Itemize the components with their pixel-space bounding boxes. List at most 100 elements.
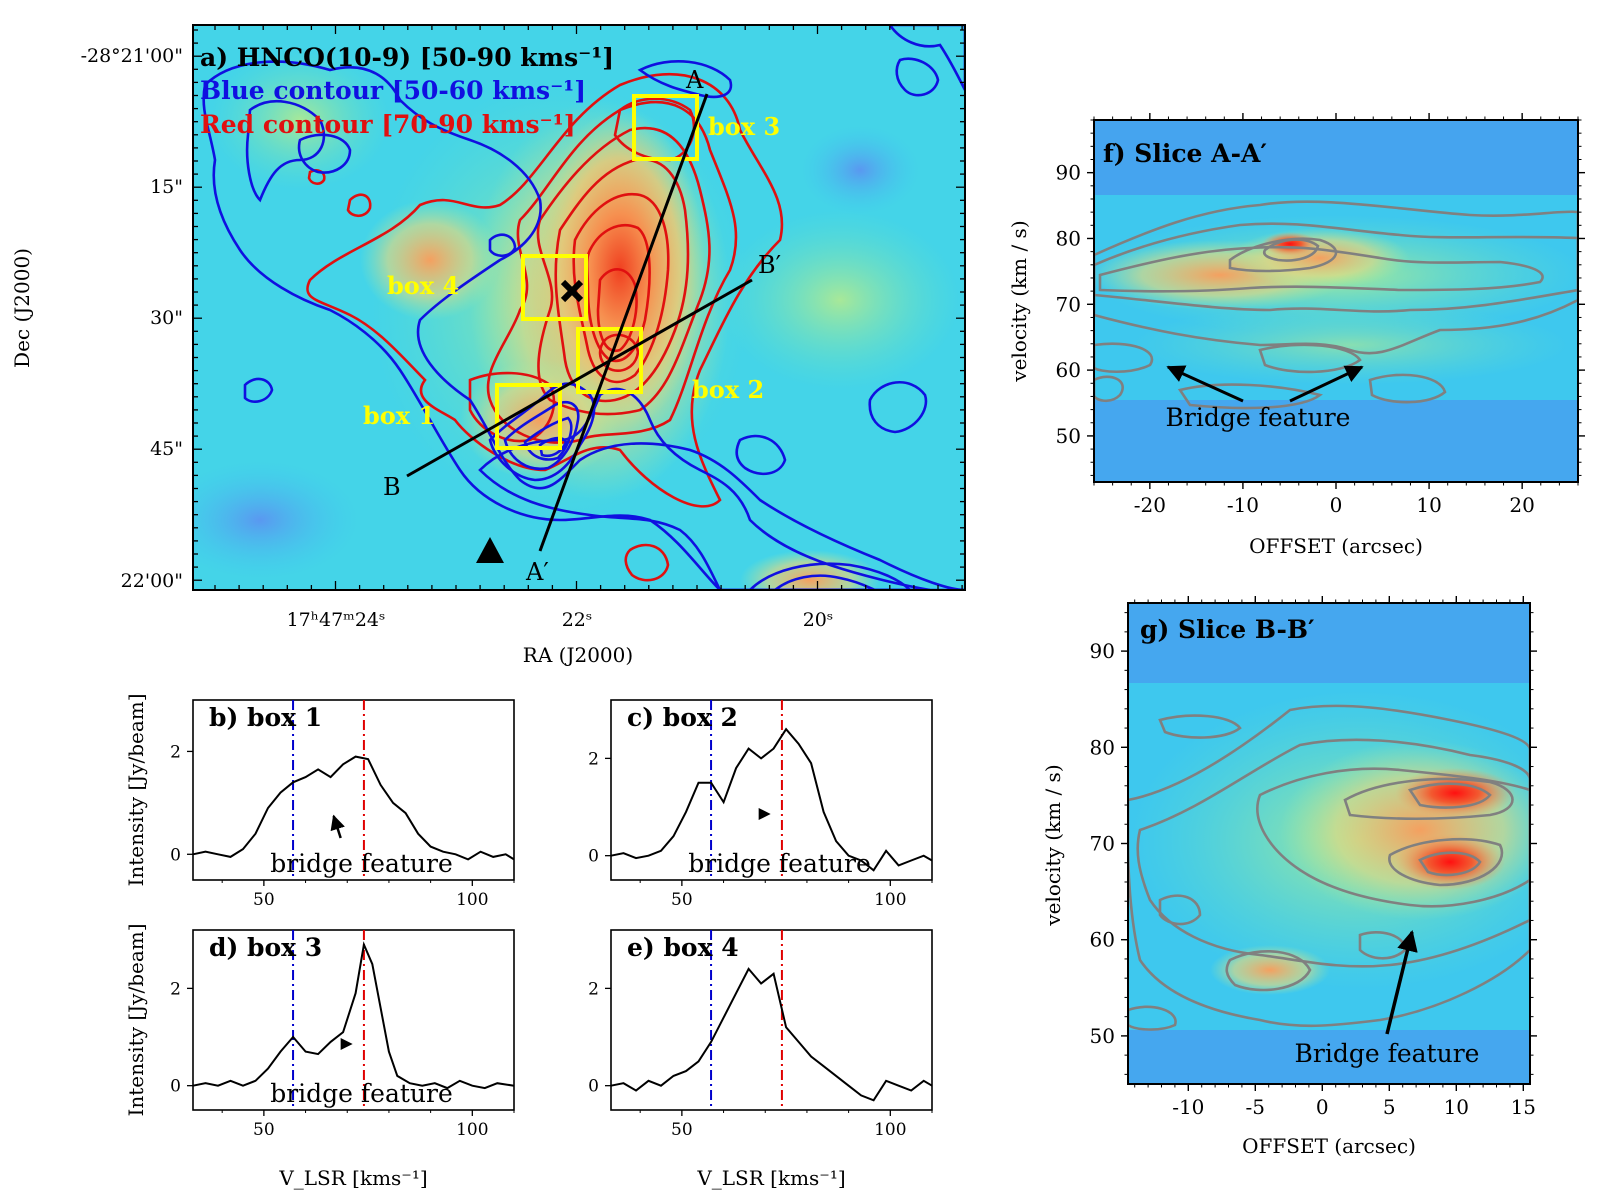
- slice-x-tick-label: -10: [1227, 493, 1259, 517]
- triangle-marker: [476, 537, 504, 563]
- slice-contour: [1177, 383, 1323, 410]
- spectrum-frame: [610, 699, 933, 881]
- slice-y-tick-label: 60: [1056, 358, 1081, 382]
- box-1-label: box 1: [363, 401, 435, 430]
- slice-g-title: g) Slice B-B′: [1140, 615, 1315, 644]
- map-ytick-label: 30": [150, 307, 183, 329]
- spectrum-title: e) box 4: [627, 933, 739, 962]
- slice-y-tick-label: 70: [1056, 292, 1081, 316]
- slice-b-start-label: B: [383, 473, 401, 501]
- spectrum-x-axis-label: V_LSR [kms⁻¹]: [278, 1166, 427, 1190]
- slice-x-tick-label: -5: [1246, 1095, 1265, 1119]
- spectrum-x-tick-label: 50: [671, 890, 693, 910]
- spectrum-y-tick-label: 2: [588, 979, 599, 999]
- slice-y-tick-label: 90: [1056, 161, 1081, 185]
- blue-contour: [488, 233, 517, 258]
- slice-x-tick-label: 20: [1509, 493, 1534, 517]
- spectrum-frame: [192, 699, 515, 881]
- map-ticks: [193, 25, 965, 590]
- slice-y-tick-label: 80: [1090, 735, 1115, 759]
- slice-f-y-axis-label: velocity (km / s): [1007, 220, 1031, 382]
- slice-contour: [1368, 373, 1447, 404]
- red-contour: [598, 333, 640, 372]
- slice-g-contours: [1128, 704, 1530, 1031]
- map-emission: [210, 50, 390, 190]
- spectrum-y-tick-label: 0: [588, 1077, 599, 1097]
- map-xtick-label: 20ˢ: [803, 609, 834, 631]
- panel-g-slice-bb: g) Slice B-B′ Bridge feature -10 -5 0 5 10 15…: [1041, 596, 1537, 1158]
- spectrum-panel: 50 100 0 2 e) box 4 V_LSR [kms⁻¹]: [588, 929, 933, 1190]
- box-4-label: box 4: [387, 271, 459, 300]
- blue-contour: [538, 436, 568, 458]
- slice-contour: [1094, 375, 1124, 403]
- slice-f-band: [1094, 120, 1578, 195]
- slice-contour: [1158, 894, 1202, 926]
- spectrum-line: [610, 967, 933, 1102]
- map-ytick-label: 15": [150, 176, 183, 198]
- slice-line-a: [538, 93, 709, 552]
- spectrum-frame: [192, 929, 515, 1111]
- map-emission: [360, 200, 500, 320]
- slice-g-band: [1128, 603, 1530, 683]
- slice-x-tick-label: 10: [1416, 493, 1441, 517]
- slice-g-band: [1128, 1030, 1530, 1084]
- slice-contour: [1225, 949, 1312, 992]
- slice-x-tick-label: 5: [1383, 1095, 1396, 1119]
- slice-a-start-label: A: [685, 66, 704, 94]
- map-xtick-label: 17ʰ47ᵐ24ˢ: [287, 609, 386, 631]
- bridge-feature-label: bridge feature: [270, 849, 453, 878]
- red-contour: [306, 72, 784, 508]
- spectrum-y-tick-label: 0: [170, 845, 181, 865]
- slice-x-tick-label: -10: [1172, 1095, 1204, 1119]
- spectrum-x-tick-label: 50: [253, 1120, 275, 1140]
- blue-contour: [637, 60, 733, 99]
- slice-f-contours: [1094, 200, 1578, 410]
- spectrum-x-tick-label: 50: [253, 890, 275, 910]
- slice-contour: [1418, 851, 1482, 877]
- box-3-outline: [632, 94, 699, 161]
- blue-contour: [503, 400, 580, 471]
- slice-contour: [1228, 237, 1338, 273]
- map-frame: [192, 24, 966, 591]
- map-x-axis-label: RA (J2000): [523, 643, 633, 667]
- slice-y-tick-label: 60: [1090, 928, 1115, 952]
- box-1-outline: [495, 383, 562, 450]
- slice-f-axes: -20 -10 0 10 20 50 60 70 80 90: [1056, 113, 1585, 517]
- red-contour: [346, 193, 372, 218]
- slice-contour: [1407, 782, 1492, 809]
- slice-f-arrow: [1166, 365, 1244, 403]
- blue-contour: [297, 133, 352, 174]
- bridge-feature-arrow: [758, 808, 771, 820]
- map-emission: [720, 210, 960, 390]
- slice-contour: [1128, 704, 1530, 1028]
- slice-g-annotation: Bridge feature: [1295, 1039, 1480, 1068]
- blue-contour: [478, 387, 931, 590]
- spectrum-frame: [610, 929, 933, 1111]
- slice-f-annotation: Bridge feature: [1166, 403, 1351, 432]
- map-ytick-label: -28°21'00": [81, 45, 183, 67]
- slice-a-end-label: A′: [525, 558, 549, 586]
- slice-y-tick-label: 90: [1090, 639, 1115, 663]
- blue-contour: [748, 562, 912, 590]
- blue-contour: [735, 434, 787, 476]
- spectrum-x-tick-label: 100: [456, 1120, 488, 1140]
- bridge-feature-label: bridge feature: [688, 849, 871, 878]
- slice-g-axes: -10 -5 0 5 10 15 50 60 70 80 90: [1090, 596, 1537, 1119]
- spectrum-y-tick-label: 0: [588, 847, 599, 867]
- spectrum-x-tick-label: 100: [456, 890, 488, 910]
- map-y-axis-label: Dec (J2000): [10, 248, 34, 368]
- slice-y-tick-label: 50: [1056, 424, 1081, 448]
- spectrum-x-tick-label: 100: [874, 890, 906, 910]
- slice-f-arrow: [1289, 365, 1364, 403]
- slice-x-tick-label: 15: [1511, 1095, 1536, 1119]
- spectrum-y-tick-label: 0: [170, 1077, 181, 1097]
- slice-g-emission: [1210, 945, 1330, 995]
- spectrum-x-axis-label: V_LSR [kms⁻¹]: [696, 1166, 845, 1190]
- box-2-label: box 2: [692, 375, 764, 404]
- spectrum-y-tick-label: 2: [170, 979, 181, 999]
- blue-contour: [523, 416, 573, 461]
- slice-f-emission: [1130, 305, 1570, 385]
- slice-f-band: [1094, 400, 1578, 482]
- slice-contour: [1128, 1005, 1177, 1031]
